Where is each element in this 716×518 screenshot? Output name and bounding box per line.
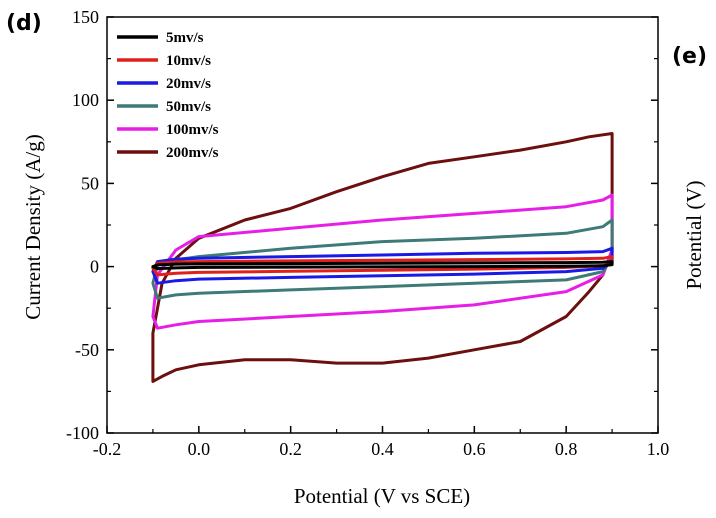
y-tick-label: 100: [72, 90, 99, 110]
x-tick-label: 0.4: [371, 439, 394, 459]
series-line-20mvs: [151, 246, 614, 285]
x-tick-label: -0.2: [93, 439, 122, 459]
series-group: [151, 132, 614, 383]
y-tick-label: 50: [81, 173, 99, 193]
x-tick-label: 1.0: [647, 439, 670, 459]
legend: 5mv/s 10mv/s 20mv/s 50mv/s 100mv/s 200mv/s: [117, 30, 219, 161]
legend-label: 10mv/s: [166, 53, 211, 69]
x-tick-label: 0.8: [555, 439, 578, 459]
panel-label-d: (d): [6, 11, 42, 36]
y-tick-label: 150: [72, 7, 99, 27]
panel-e-y-axis-title: Potential (V): [682, 180, 706, 289]
legend-label: 100mv/s: [166, 122, 219, 138]
series-line-50mvs: [151, 218, 614, 300]
panel-label-e: (e): [672, 44, 707, 69]
y-tick-label: -100: [66, 423, 99, 443]
legend-label: 200mv/s: [166, 145, 219, 161]
y-tick-label: -50: [75, 340, 99, 360]
x-tick-label: 0.6: [463, 439, 486, 459]
series-line-10mvs: [151, 255, 614, 277]
legend-label: 50mv/s: [166, 99, 211, 115]
y-tick-label: 0: [90, 257, 99, 277]
tick-group: -0.2 0.0 0.2 0.4 0.6 0.8 1.0 -100 -50 0 50 100 150: [66, 7, 669, 459]
legend-label: 5mv/s: [166, 30, 204, 46]
x-tick-label: 0.0: [188, 439, 211, 459]
legend-label: 20mv/s: [166, 76, 211, 92]
series-line-5mvs: [151, 260, 614, 271]
x-tick-label: 0.2: [279, 439, 302, 459]
series-line-200mvs: [151, 132, 614, 383]
y-axis-title: Current Density (A/g): [21, 134, 45, 319]
x-axis-title: Potential (V vs SCE): [294, 484, 470, 508]
